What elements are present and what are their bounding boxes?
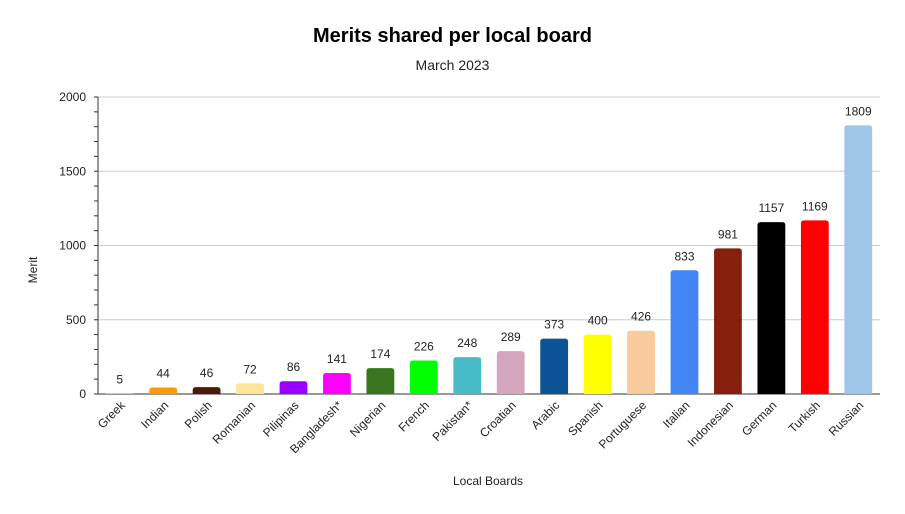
bar-italian	[670, 270, 699, 394]
x-tick-label: Turkish	[786, 398, 823, 435]
x-tick-label: Romanian	[210, 398, 259, 447]
x-tick-label: Pakistan*	[430, 398, 476, 444]
bar-polish	[192, 387, 221, 394]
x-tick-label: Russian	[826, 398, 867, 439]
data-label: 174	[370, 347, 390, 361]
data-label: 426	[631, 310, 651, 324]
data-label: 833	[674, 249, 694, 263]
y-tick-labels: 0 500 1000 1500 2000	[59, 90, 86, 401]
x-tick-label: Indian	[138, 398, 171, 431]
data-label: 5	[116, 372, 123, 386]
x-tick-label: Italian	[660, 398, 693, 431]
data-label: 400	[588, 314, 608, 328]
x-tick-label: Croatian	[477, 398, 519, 440]
chart-title: Merits shared per local board	[313, 25, 592, 47]
data-label: 86	[287, 360, 301, 374]
y-tick-label: 500	[66, 313, 86, 327]
x-tick-label: Greek	[95, 398, 129, 432]
bar-turkish	[800, 220, 829, 394]
data-label: 373	[544, 318, 564, 332]
bar-nigerian	[366, 368, 395, 394]
bar-russian	[844, 125, 873, 395]
x-tick-label: Indonesian	[685, 398, 736, 449]
x-tick-label: Arabic	[528, 398, 562, 432]
x-tick-label: French	[396, 398, 432, 434]
data-label: 289	[501, 330, 521, 344]
bar-portuguese	[627, 330, 655, 394]
bar-french	[409, 360, 438, 394]
data-label: 1169	[802, 199, 828, 213]
bar-bangladesh	[323, 373, 351, 394]
data-label: 226	[414, 339, 434, 353]
data-label: 1157	[758, 201, 784, 215]
y-tick-label: 0	[79, 387, 86, 401]
x-tick-label: Pilipinas	[260, 398, 302, 440]
bar-romanian	[236, 383, 264, 394]
x-tick-label: Spanish	[565, 398, 606, 439]
bar-pakistan	[453, 357, 482, 394]
bars	[105, 125, 873, 395]
y-tick-label: 1000	[59, 239, 86, 253]
data-label: 1809	[845, 104, 872, 118]
chart-subtitle: March 2023	[415, 57, 490, 73]
data-label: 46	[200, 366, 214, 380]
x-axis-title: Local Boards	[453, 474, 523, 488]
data-label: 72	[243, 362, 257, 376]
bar-croatian	[496, 351, 525, 394]
data-label: 981	[718, 227, 738, 241]
x-tick-label: Polish	[182, 398, 215, 431]
bar-indonesian	[714, 248, 742, 394]
y-tick-label: 2000	[59, 90, 86, 104]
bar-indian	[149, 387, 178, 394]
axes	[94, 96, 880, 395]
y-axis-title: Merit	[26, 256, 40, 283]
y-tick-label: 1500	[59, 164, 86, 178]
x-tick-label: Portuguese	[596, 398, 650, 452]
x-tick-label: Nigerian	[347, 398, 389, 440]
x-tick-label: German	[739, 398, 780, 439]
bar-spanish	[583, 334, 612, 394]
data-label: 44	[156, 366, 170, 380]
bar-arabic	[540, 338, 569, 394]
bar-pilipinas	[279, 381, 308, 394]
bar-german	[757, 222, 786, 394]
data-label: 248	[457, 336, 477, 350]
gridlines	[98, 96, 880, 321]
bar-greek	[105, 393, 134, 394]
data-label: 141	[327, 352, 347, 366]
data-labels: 5 44 46 72 86 141 174 226 248 289 373 400 426 833 981 1…	[116, 104, 872, 386]
